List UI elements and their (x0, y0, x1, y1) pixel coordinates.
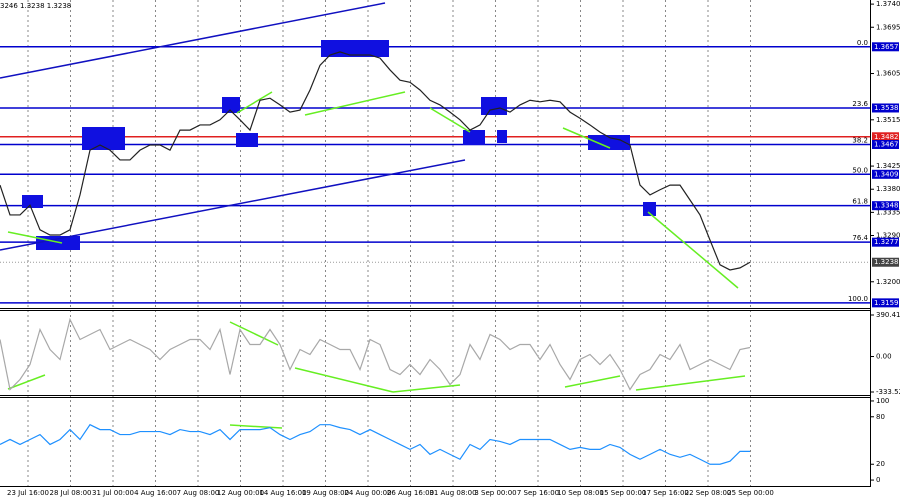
x-tick-label: 17 Sep 16:00 (642, 489, 689, 497)
x-tick-label: 3 Sep 00:00 (474, 489, 516, 497)
y-tick-label: -333.522 (876, 388, 900, 396)
y-tick-label: 1.3515 (876, 116, 900, 124)
x-tick-label: 10 Sep 08:00 (557, 489, 604, 497)
y-tick-label: 20 (876, 460, 885, 468)
zone-box (222, 97, 240, 113)
level-label-box (872, 169, 899, 179)
level-label: 1.3482 (874, 133, 899, 141)
fib-label: 50.0 (852, 166, 868, 174)
channel-line (0, 159, 466, 251)
divergence-line (229, 321, 279, 346)
level-label-box (872, 132, 899, 142)
channel-line (0, 2, 386, 79)
divergence-line (7, 231, 63, 244)
divergence-line (392, 384, 461, 393)
x-tick-label: 23 Jul 16:00 (7, 489, 49, 497)
price-header: 3246 1.3238 1.3238 (0, 2, 71, 10)
divergence-line (647, 211, 739, 289)
x-tick-label: 22 Sep 08:00 (685, 489, 732, 497)
x-tick-label: 15 Sep 00:00 (600, 489, 647, 497)
level-label-box (872, 298, 899, 308)
divergence-line (229, 424, 283, 429)
level-label-box (872, 237, 899, 247)
y-tick-label: 1.3605 (876, 70, 900, 78)
x-tick-label: 31 Jul 00:00 (92, 489, 134, 497)
level-label-box (872, 201, 899, 211)
x-tick-label: 12 Aug 00:00 (217, 489, 264, 497)
level-label-box (872, 139, 899, 149)
fib-label: 76.4 (852, 234, 868, 242)
y-tick-label: 1.3740 (876, 0, 900, 8)
divergence-line (236, 91, 273, 114)
y-tick-label: 0 (876, 476, 880, 484)
fib-label: 100.0 (848, 295, 868, 303)
level-label: 1.3657 (874, 43, 899, 51)
plots (0, 51, 751, 465)
divergence-line (7, 374, 46, 390)
x-tick-label: 24 Aug 00:00 (344, 489, 391, 497)
zone-box (481, 97, 507, 115)
divergence-line (562, 127, 611, 149)
y-tick-label: 1.3290 (876, 231, 900, 239)
y-tick-label: 1.3425 (876, 162, 900, 170)
y-tick-label: 100 (876, 397, 889, 405)
x-tick-label: 7 Aug 08:00 (177, 489, 220, 497)
level-label: 1.3348 (874, 202, 899, 210)
y-tick-label: 1.3200 (876, 278, 900, 286)
x-tick-label: 26 Aug 16:00 (387, 489, 434, 497)
level-label-box (872, 257, 899, 267)
zone-box (236, 133, 258, 147)
divergence-line (635, 375, 746, 391)
level-label: 1.3538 (874, 104, 899, 112)
level-label-box (872, 42, 899, 52)
level-label: 1.3238 (874, 258, 899, 266)
fib-label: 0.0 (857, 39, 868, 47)
level-label: 1.3467 (874, 140, 899, 148)
divergence-line (304, 91, 406, 116)
level-label: 1.3409 (874, 170, 899, 178)
level-label: 1.3277 (874, 238, 899, 246)
y-tick-label: 0.00 (876, 353, 892, 361)
x-tick-label: 7 Sep 16:00 (517, 489, 559, 497)
level-label: 1.3159 (874, 299, 899, 307)
x-tick-label: 31 Aug 08:00 (429, 489, 476, 497)
x-tick-label: 4 Aug 16:00 (134, 489, 177, 497)
x-tick-label: 25 Sep 00:00 (727, 489, 774, 497)
divergence-line (294, 367, 394, 393)
zone-box (82, 127, 125, 150)
y-tick-label: 1.3380 (876, 185, 900, 193)
zone-box (497, 130, 507, 143)
frame (0, 0, 871, 487)
y-tick-label: 80 (876, 413, 885, 421)
x-tick-label: 14 Aug 16:00 (259, 489, 306, 497)
zone-box (643, 202, 656, 216)
series-line (0, 51, 751, 271)
fib-label: 23.6 (852, 100, 868, 108)
y-tick-label: 1.3335 (876, 208, 900, 216)
level-label-box (872, 103, 899, 113)
zone-box (22, 195, 43, 208)
grid (0, 0, 870, 486)
zone-box (588, 135, 630, 150)
divergence-line (429, 107, 471, 133)
y-tick-label: 390.4163 (876, 311, 900, 319)
trendlines (0, 2, 746, 429)
divergence-line (564, 375, 621, 388)
zone-box (463, 130, 485, 145)
x-tick-label: 19 Aug 08:00 (302, 489, 349, 497)
series-line (0, 423, 750, 465)
series-line (0, 317, 751, 391)
fib-label: 38.2 (852, 136, 868, 144)
y-tick-label: 1.3695 (876, 23, 900, 31)
fib-label: 61.8 (852, 198, 868, 206)
x-tick-label: 28 Jul 08:00 (50, 489, 92, 497)
